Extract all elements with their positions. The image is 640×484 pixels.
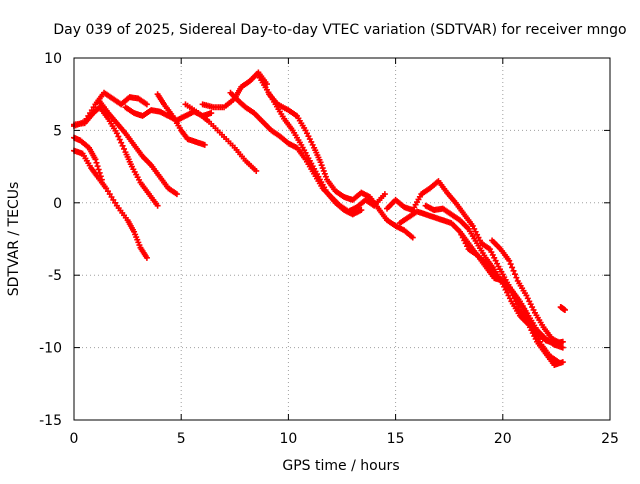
data-point — [319, 165, 326, 172]
series-track-15 — [422, 202, 566, 368]
x-tick-label: 15 — [387, 431, 405, 447]
data-point — [317, 159, 324, 166]
data-point — [509, 264, 516, 271]
data-point — [201, 141, 208, 148]
series-track-7 — [154, 91, 208, 148]
data-point — [143, 254, 150, 261]
data-points — [71, 69, 568, 368]
x-tick-labels: 0 5 10 15 20 25 — [70, 431, 619, 447]
data-point — [409, 234, 416, 241]
data-point — [154, 202, 161, 209]
data-point — [513, 274, 520, 281]
y-tick-label: 5 — [53, 123, 62, 139]
axis-ticks — [73, 57, 611, 421]
series-track-11 — [255, 72, 365, 218]
data-point — [559, 344, 566, 351]
data-point — [121, 145, 128, 152]
series-track-12 — [266, 91, 416, 241]
data-point — [321, 170, 328, 177]
data-point — [116, 136, 123, 143]
x-tick-label: 0 — [70, 431, 79, 447]
data-point — [507, 261, 514, 268]
data-point — [557, 340, 564, 347]
data-point — [119, 142, 126, 149]
data-point — [559, 359, 566, 366]
data-point — [173, 191, 180, 198]
data-point — [96, 169, 103, 176]
data-point — [318, 162, 325, 169]
data-point — [113, 130, 120, 137]
series-track-17 — [489, 237, 564, 347]
series-track-18 — [557, 304, 568, 313]
x-tick-label: 20 — [494, 431, 512, 447]
x-tick-label: 25 — [601, 431, 619, 447]
data-point — [322, 173, 329, 180]
data-point — [143, 101, 150, 108]
data-point — [94, 163, 101, 170]
y-tick-label: 10 — [44, 51, 62, 67]
series-track-8 — [182, 101, 260, 174]
gridlines — [74, 58, 610, 420]
data-point — [95, 166, 102, 173]
plot-border — [73, 57, 611, 421]
data-point — [115, 133, 122, 140]
y-tick-label: -5 — [48, 268, 62, 284]
data-point — [208, 110, 215, 117]
data-point — [511, 271, 518, 278]
data-point — [561, 306, 568, 313]
y-axis-label: SDTVAR / TECUs — [6, 182, 22, 297]
y-tick-label: -15 — [39, 413, 62, 429]
x-axis-label: GPS time / hours — [282, 458, 399, 474]
y-tick-label: -10 — [39, 341, 62, 357]
data-point — [320, 167, 327, 174]
data-point — [263, 81, 270, 88]
data-point — [253, 167, 260, 174]
x-tick-label: 10 — [279, 431, 297, 447]
data-point — [358, 207, 365, 214]
y-tick-labels: -15 -10 -5 0 5 10 — [39, 51, 62, 429]
data-point — [381, 191, 388, 198]
series-track-5 — [96, 98, 180, 198]
chart-title: Day 039 of 2025, Sidereal Day-to-day VTE… — [53, 22, 626, 38]
series-track-16 — [456, 228, 566, 351]
data-point — [506, 257, 513, 264]
y-tick-label: 0 — [53, 196, 62, 212]
data-point — [118, 139, 125, 146]
x-tick-label: 5 — [177, 431, 186, 447]
data-point — [510, 267, 517, 274]
series-track-4 — [71, 147, 150, 261]
data-point — [93, 159, 100, 166]
data-point — [92, 156, 99, 163]
